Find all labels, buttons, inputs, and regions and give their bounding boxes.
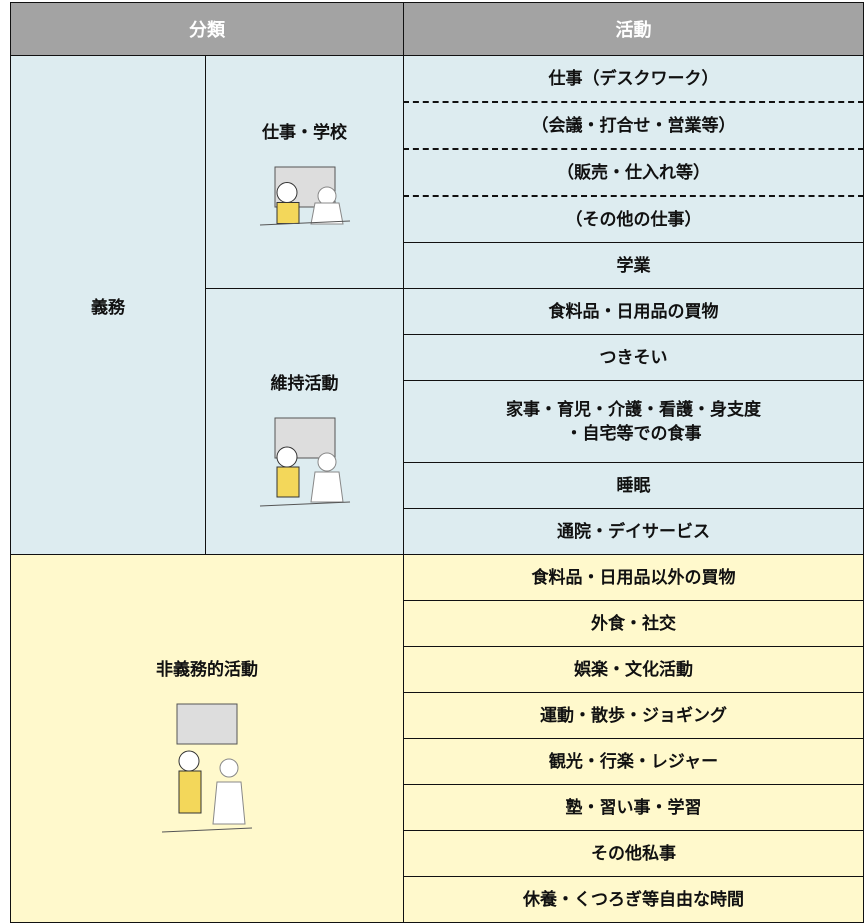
activity-cell: 塾・習い事・学習 xyxy=(403,784,864,831)
activity-cell: （会議・打合せ・営業等） xyxy=(403,101,864,150)
illustration xyxy=(259,417,350,507)
activity-cell: 食料品・日用品以外の買物 xyxy=(403,554,864,601)
subgroup-cell: 維持活動 xyxy=(205,288,404,555)
row: 睡眠 xyxy=(11,462,864,509)
row: つきそい xyxy=(11,334,864,381)
activity-cell: 仕事（デスクワーク） xyxy=(403,55,864,103)
activity-cell: 休養・くつろぎ等自由な時間 xyxy=(403,876,864,923)
row: 運動・散歩・ジョギング xyxy=(11,692,864,739)
classification-table: 分類 活動 義務 仕事・学校 仕事（デスクワーク） （会議・打合せ・営業等） （販売・仕… xyxy=(10,2,864,923)
group-cell: 非義務的活動 xyxy=(10,554,404,923)
activity-cell: 運動・散歩・ジョギング xyxy=(403,692,864,739)
activity-cell: 睡眠 xyxy=(403,462,864,509)
activity-cell: 観光・行楽・レジャー xyxy=(403,738,864,785)
row: （会議・打合せ・営業等） xyxy=(11,101,864,150)
illustration xyxy=(259,166,350,226)
activity-cell: 通院・デイサービス xyxy=(403,508,864,555)
activity-cell: （販売・仕入れ等） xyxy=(403,148,864,197)
row: 非義務的活動 食料品・日用品以外の買物 xyxy=(10,554,864,923)
row: 外食・社交 xyxy=(11,600,864,647)
activity-cell: 食料品・日用品の買物 xyxy=(403,288,864,335)
activity-cell: 家事・育児・介護・看護・身支度 ・自宅等での食事 xyxy=(403,380,864,463)
header-cell: 活動 xyxy=(403,2,864,56)
activity-cell: 娯楽・文化活動 xyxy=(403,646,864,693)
cell-label: 仕事・学校 xyxy=(262,123,347,143)
activity-cell: 学業 xyxy=(403,242,864,289)
row: 観光・行楽・レジャー xyxy=(11,738,864,785)
row: 通院・デイサービス xyxy=(11,508,864,555)
header-cell: 分類 xyxy=(10,2,404,56)
row: （その他の仕事） xyxy=(11,195,864,243)
activity-cell: その他私事 xyxy=(403,830,864,877)
row: 維持活動 食料品・日用品の買物 xyxy=(11,288,864,555)
cell-label: 非義務的活動 xyxy=(156,660,258,680)
subgroup-cell: 仕事・学校 xyxy=(205,55,404,289)
row: 義務 仕事・学校 仕事（デスクワーク） xyxy=(10,55,864,555)
row: その他私事 xyxy=(11,830,864,877)
row: 家事・育児・介護・看護・身支度 ・自宅等での食事 xyxy=(11,380,864,463)
row: 娯楽・文化活動 xyxy=(11,646,864,693)
activity-cell: 外食・社交 xyxy=(403,600,864,647)
illustration xyxy=(161,703,253,833)
activity-cell: つきそい xyxy=(403,334,864,381)
activity-cell: （その他の仕事） xyxy=(403,195,864,243)
row: （販売・仕入れ等） xyxy=(11,148,864,197)
row: 学業 xyxy=(11,242,864,289)
cell-label: 維持活動 xyxy=(270,374,339,394)
header-row: 分類 活動 xyxy=(10,2,864,56)
row: 休養・くつろぎ等自由な時間 xyxy=(11,876,864,923)
row: 塾・習い事・学習 xyxy=(11,784,864,831)
group-cell: 義務 xyxy=(10,55,206,555)
